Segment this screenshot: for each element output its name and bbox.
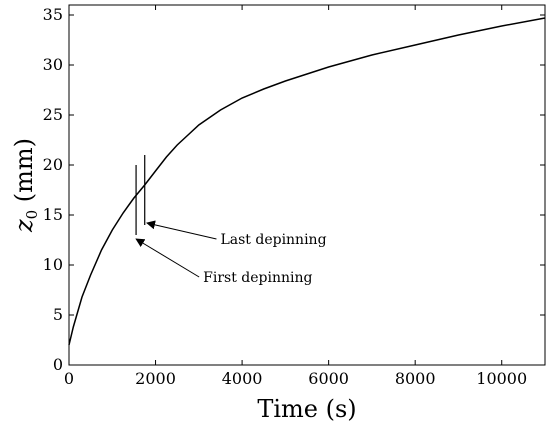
annotation-label: Last depinning <box>220 232 326 248</box>
y-tick-label: 30 <box>43 55 63 74</box>
x-tick-label: 6000 <box>308 369 349 388</box>
x-tick-label: 8000 <box>395 369 436 388</box>
x-tick-label: 10000 <box>476 369 527 388</box>
y-tick-label: 15 <box>43 205 63 224</box>
x-axis-title: Time (s) <box>257 395 356 423</box>
y-tick-label: 25 <box>43 105 63 124</box>
y-axis-title-var: z <box>10 219 38 233</box>
y-tick-label: 0 <box>53 355 63 374</box>
series-line <box>68 17 546 346</box>
y-tick-label: 35 <box>43 5 63 24</box>
annotation-arrow <box>135 238 200 278</box>
y-tick-label: 5 <box>53 305 63 324</box>
y-axis-title-sub: 0 <box>23 210 41 220</box>
annotation-arrow <box>146 220 217 240</box>
y-tick-label: 10 <box>43 255 63 274</box>
y-axis-title-unit: (mm) <box>10 138 38 210</box>
x-tick-label: 0 <box>64 369 74 388</box>
annotation-label: First depinning <box>203 270 312 286</box>
x-tick-label: 4000 <box>222 369 263 388</box>
y-tick-label: 20 <box>43 155 63 174</box>
x-tick-label: 2000 <box>135 369 176 388</box>
plot-area <box>68 4 546 366</box>
y-axis-title: z0 (mm) <box>10 138 41 233</box>
